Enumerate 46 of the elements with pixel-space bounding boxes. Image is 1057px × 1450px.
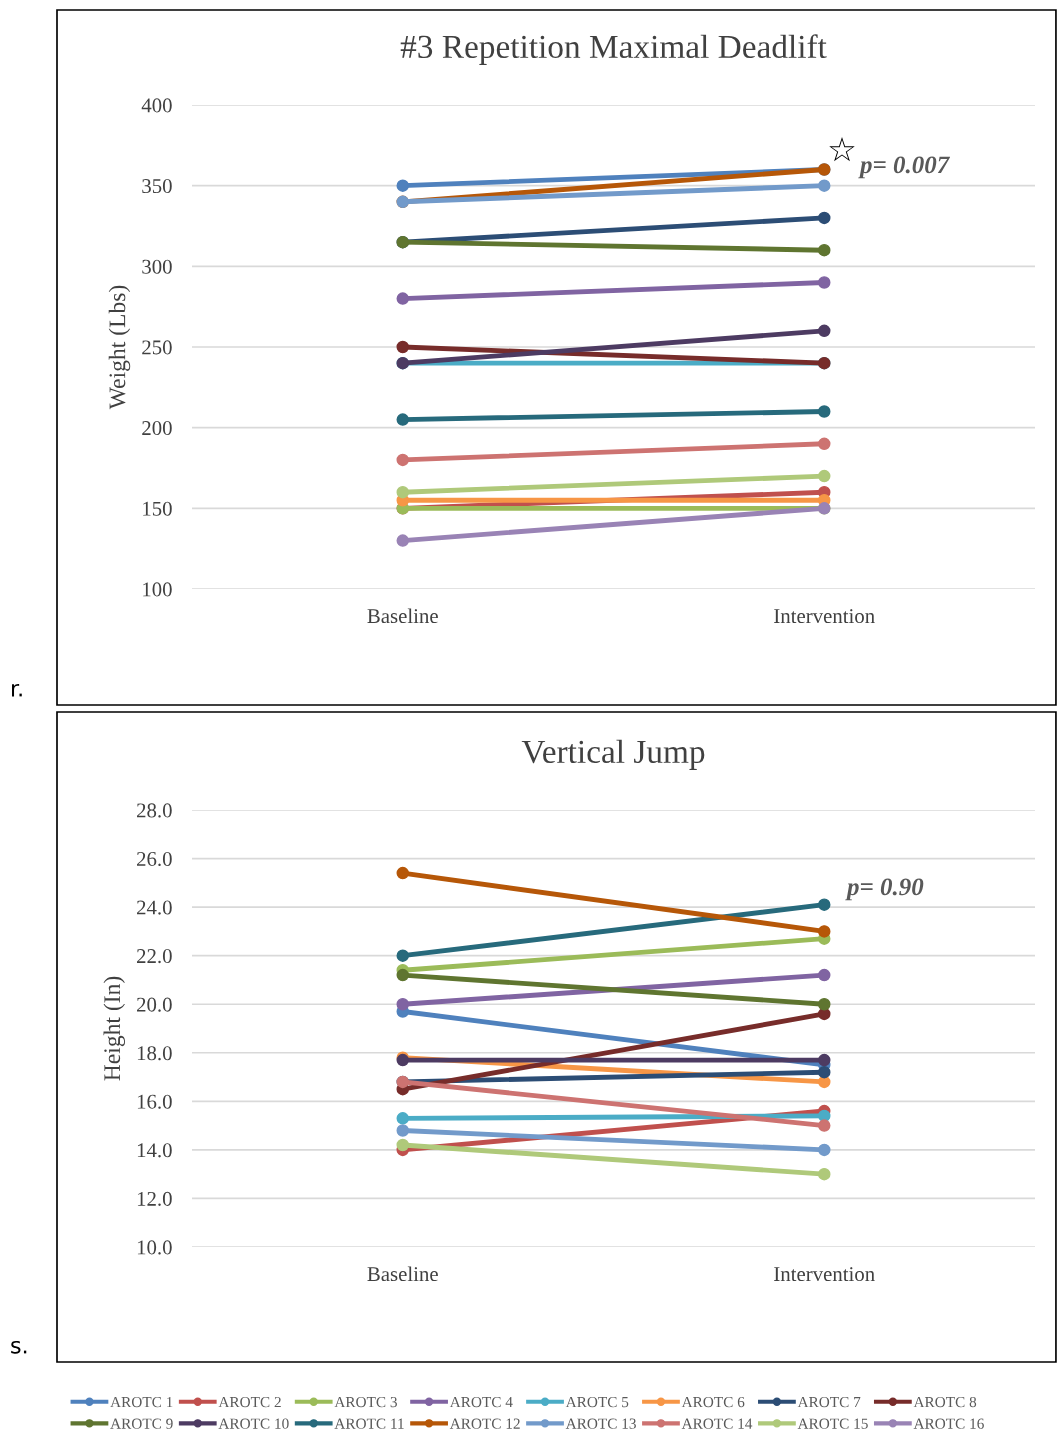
legend-label: AROTC 11 <box>334 1418 404 1429</box>
y-tick-label: 20.0 <box>137 997 172 1012</box>
y-tick-label: 18.0 <box>137 1046 172 1061</box>
y-tick-label: 14.0 <box>137 1143 172 1158</box>
legend-label: AROTC 10 <box>218 1418 289 1429</box>
legend-label: AROTC 15 <box>797 1418 868 1429</box>
annotation: ☆ <box>829 137 855 162</box>
legend-label: AROTC 9 <box>110 1418 173 1429</box>
legend-label: AROTC 5 <box>565 1396 629 1408</box>
y-tick-label: 400 <box>141 98 172 113</box>
annotation: p= 0.007 <box>858 156 951 179</box>
x-tick-label: Intervention <box>774 609 875 624</box>
legend-label: AROTC 7 <box>797 1396 861 1408</box>
annotation: p= 0.90 <box>845 878 924 901</box>
x-tick-label: Baseline <box>367 1266 438 1282</box>
x-tick-label: Baseline <box>367 608 438 624</box>
legend-label: AROTC 2 <box>218 1396 281 1408</box>
y-tick-label: 26.0 <box>137 851 172 867</box>
text: r. <box>12 683 22 697</box>
legend-label: AROTC 13 <box>565 1418 636 1429</box>
y-tick-label: 100 <box>143 582 172 597</box>
legend-label: AROTC 8 <box>913 1396 977 1408</box>
legend-label: AROTC 4 <box>449 1396 513 1408</box>
y-axis-title: Weight (Lbs) <box>108 285 131 410</box>
legend-label: AROTC 6 <box>681 1396 745 1408</box>
y-tick-label: 200 <box>142 421 172 436</box>
y-tick-label: 12.0 <box>137 1191 172 1206</box>
legend-label: AROTC 16 <box>913 1418 984 1429</box>
y-tick-label: 16.0 <box>137 1094 172 1109</box>
y-tick-label: 28.0 <box>137 803 172 818</box>
x-tick-label: Intervention <box>774 1267 875 1282</box>
y-tick-label: 24.0 <box>137 900 172 915</box>
y-tick-label: 350 <box>142 179 172 194</box>
y-axis-title: Height (In) <box>103 976 125 1081</box>
y-tick-label: 10.0 <box>137 1240 172 1255</box>
chart-title: #3 Repetition Maximal Deadlift <box>400 34 827 65</box>
y-tick-label: 250 <box>142 340 172 355</box>
y-tick-label: 300 <box>142 259 172 274</box>
legend-label: AROTC 3 <box>334 1396 397 1408</box>
y-tick-label: 22.0 <box>137 949 172 964</box>
legend-label: AROTC 14 <box>681 1418 753 1429</box>
y-tick-label: 150 <box>143 501 172 516</box>
legend-label: AROTC 12 <box>449 1418 520 1429</box>
legend-label: AROTC 1 <box>110 1396 173 1408</box>
text: s. <box>11 1340 27 1354</box>
chart-title: Vertical Jump <box>521 739 705 770</box>
